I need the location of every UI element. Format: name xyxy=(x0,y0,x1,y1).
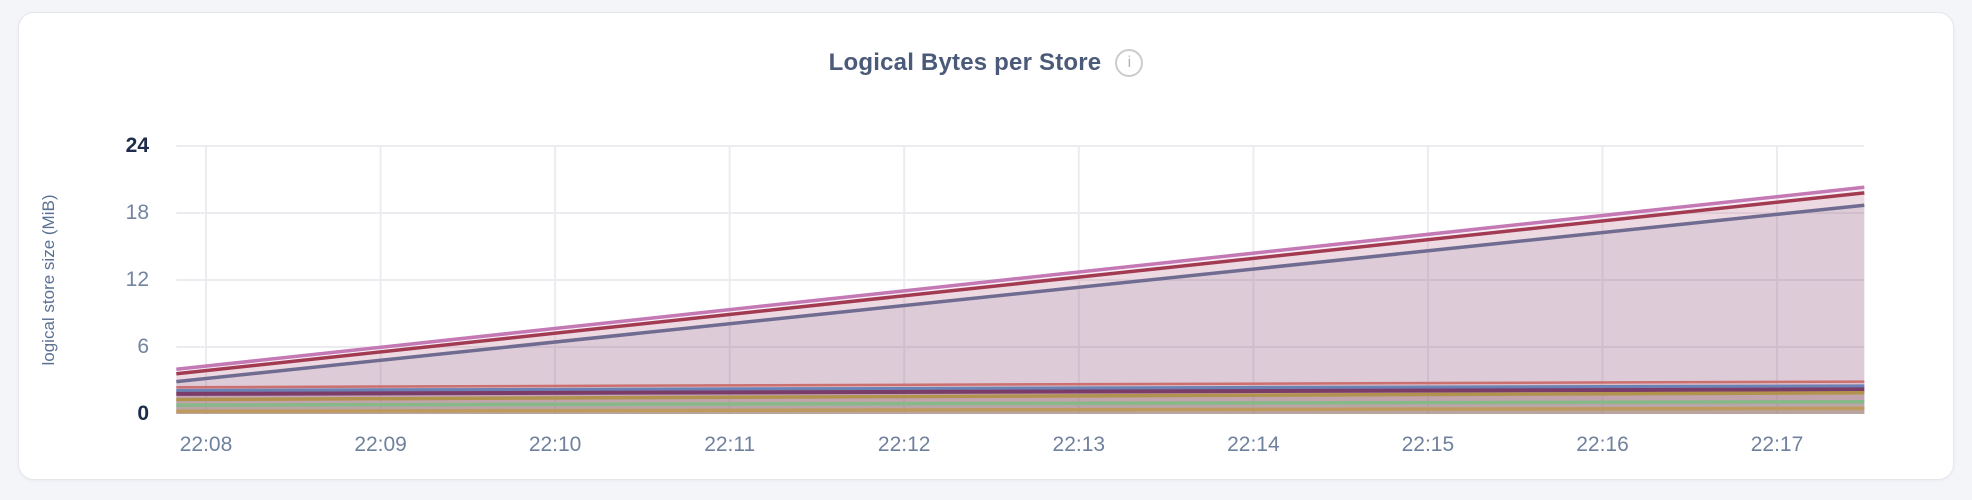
y-tick-label: 0 xyxy=(137,402,149,425)
x-tick-label: 22:12 xyxy=(877,433,931,456)
series-line-store-9 xyxy=(176,406,1865,413)
x-tick-label: 22:14 xyxy=(1227,433,1280,456)
y-tick-label: 24 xyxy=(125,134,149,157)
series-line-store-5 xyxy=(176,384,1865,393)
info-icon[interactable]: i xyxy=(1115,49,1144,77)
series-line-store-3 xyxy=(176,203,1865,384)
y-axis-label: logical store size (MiB) xyxy=(39,194,58,366)
series-line-store-1 xyxy=(176,185,1865,372)
chart-header: Logical Bytes per Store i xyxy=(19,49,1953,77)
chart-plot-area[interactable] xyxy=(19,13,1954,480)
series-line-store-4 xyxy=(176,380,1865,389)
x-tick-label: 22:10 xyxy=(528,433,582,456)
x-tick-label: 22:11 xyxy=(704,433,756,456)
x-tick-label: 22:17 xyxy=(1750,433,1804,456)
x-tick-label: 22:15 xyxy=(1401,433,1455,456)
series-line-store-2 xyxy=(176,191,1865,376)
y-tick-label: 12 xyxy=(125,268,149,291)
x-tick-label: 22:13 xyxy=(1052,433,1106,456)
x-tick-label: 22:08 xyxy=(179,433,233,456)
x-tick-label: 22:09 xyxy=(354,433,407,456)
y-tick-label: 6 xyxy=(137,335,149,358)
series-line-store-6 xyxy=(176,387,1865,396)
series-line-store-8 xyxy=(176,399,1865,407)
x-tick-label: 22:16 xyxy=(1576,433,1629,456)
chart-title: Logical Bytes per Store xyxy=(828,49,1102,76)
series-line-store-7 xyxy=(176,391,1865,402)
y-tick-label: 18 xyxy=(125,201,149,224)
chart-card: Logical Bytes per Store i logical store … xyxy=(18,12,1954,480)
